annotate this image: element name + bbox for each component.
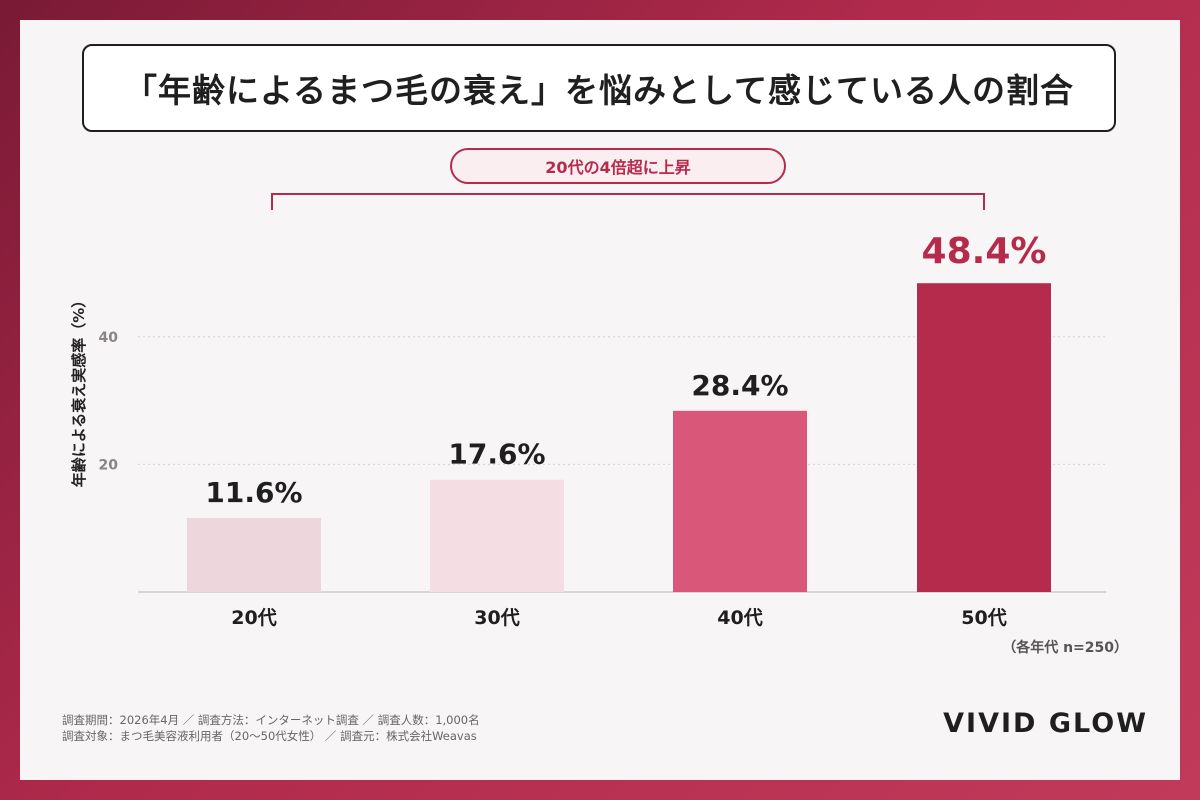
bar-50代 [917, 283, 1051, 592]
x-tick-label: 30代 [474, 607, 519, 629]
callout-bracket [271, 193, 985, 210]
bar-30代 [430, 479, 564, 592]
footnote-line-2: 調査対象：まつ毛美容液利用者（20〜50代女性） ／ 調査元：株式会社Weava… [62, 729, 477, 743]
bar-20代 [187, 517, 321, 592]
y-tick-label: 20 [99, 457, 119, 473]
bar-value-label: 48.4% [922, 231, 1047, 272]
footnote: 調査期間：2026年4月 ／ 調査方法：インターネット調査 ／ 調査人数：1,0… [62, 712, 480, 744]
bar-40代 [673, 410, 807, 592]
footnote-line-1: 調査期間：2026年4月 ／ 調査方法：インターネット調査 ／ 調査人数：1,0… [62, 713, 480, 727]
bar-value-label: 17.6% [448, 438, 545, 471]
title-box: 「年齢によるまつ毛の衰え」を悩みとして感じている人の割合 [82, 44, 1116, 132]
bar-value-label: 11.6% [205, 476, 302, 509]
x-tick-label: 50代 [961, 607, 1006, 629]
callout-pill: 20代の4倍超に上昇 [450, 148, 786, 184]
y-tick-label: 40 [99, 330, 119, 346]
chart-title: 「年齢によるまつ毛の衰え」を悩みとして感じている人の割合 [123, 71, 1075, 110]
y-axis-label: 年齢による衰え実感率（%） [70, 293, 88, 488]
brand-logo: VIVID GLOW [943, 708, 1148, 739]
bar-chart: 20 40 年齢による衰え実感率（%） 11.6% 20代 17.6% 30代 28.4% 40… [70, 193, 1128, 656]
sample-size-note: （各年代 n=250） [1002, 639, 1128, 656]
card: 「年齢によるまつ毛の衰え」を悩みとして感じている人の割合 20代の4倍超に上昇 … [20, 20, 1180, 780]
x-tick-label: 40代 [717, 607, 762, 629]
x-tick-label: 20代 [231, 607, 276, 629]
bar-value-label: 28.4% [691, 369, 788, 402]
callout-text: 20代の4倍超に上昇 [545, 158, 691, 177]
